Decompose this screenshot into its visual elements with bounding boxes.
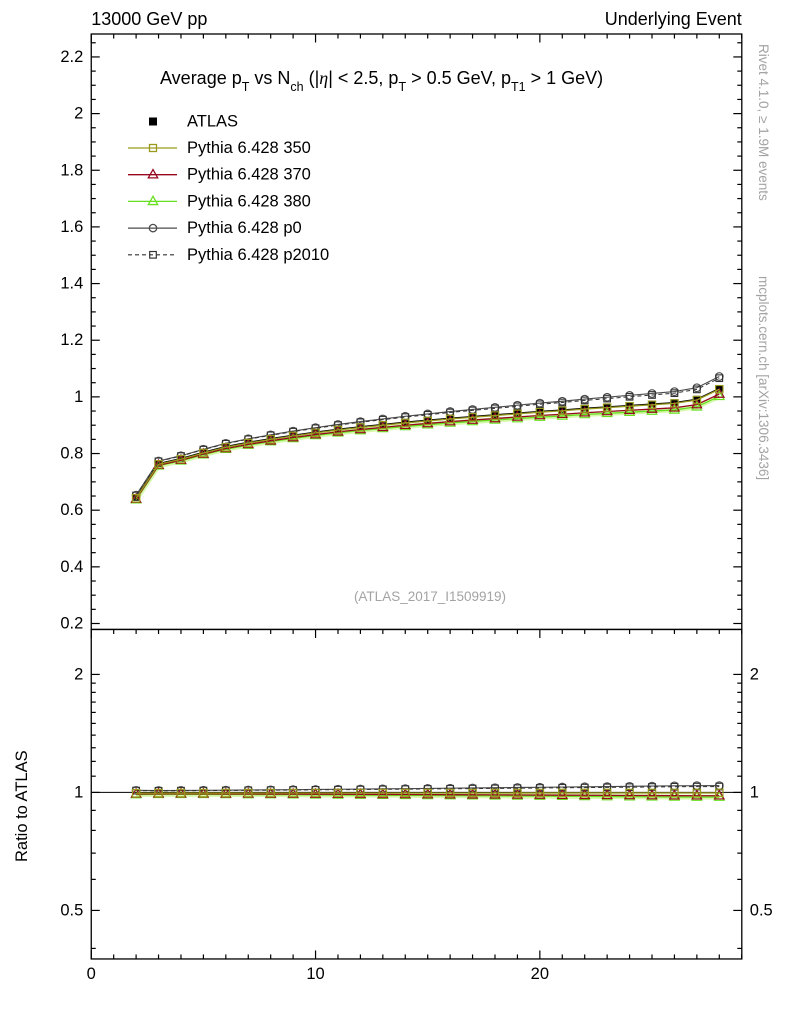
svg-text:Pythia 6.428 p0: Pythia 6.428 p0 (187, 219, 302, 237)
svg-text:1: 1 (74, 388, 83, 406)
svg-text:mcplots.cern.ch [arXiv:1306.34: mcplots.cern.ch [arXiv:1306.3436] (756, 276, 771, 480)
svg-text:0.5: 0.5 (60, 901, 83, 919)
svg-text:0: 0 (87, 965, 96, 983)
svg-text:0.2: 0.2 (60, 615, 83, 633)
svg-text:0.8: 0.8 (60, 445, 83, 463)
svg-text:2: 2 (74, 665, 83, 683)
svg-text:ATLAS: ATLAS (187, 113, 238, 131)
svg-text:2.2: 2.2 (60, 48, 83, 66)
svg-text:1.6: 1.6 (60, 218, 83, 236)
svg-text:1.4: 1.4 (60, 275, 83, 293)
svg-text:Rivet 4.1.0, ≥ 1.9M events: Rivet 4.1.0, ≥ 1.9M events (756, 44, 771, 201)
svg-text:13000 GeV pp: 13000 GeV pp (91, 9, 207, 29)
svg-text:Pythia 6.428 370: Pythia 6.428 370 (187, 166, 311, 184)
svg-text:10: 10 (306, 965, 324, 983)
svg-text:Pythia 6.428 p2010: Pythia 6.428 p2010 (187, 246, 329, 264)
svg-text:Underlying Event: Underlying Event (605, 9, 742, 29)
svg-text:Ratio to ATLAS: Ratio to ATLAS (13, 750, 31, 862)
svg-text:1.2: 1.2 (60, 331, 83, 349)
svg-text:Pythia 6.428 380: Pythia 6.428 380 (187, 192, 311, 210)
svg-text:Pythia 6.428 350: Pythia 6.428 350 (187, 139, 311, 157)
svg-text:(ATLAS_2017_I1509919): (ATLAS_2017_I1509919) (354, 589, 506, 604)
svg-text:1.8: 1.8 (60, 161, 83, 179)
svg-text:1: 1 (74, 783, 83, 801)
svg-text:1: 1 (750, 783, 759, 801)
svg-text:0.4: 0.4 (60, 558, 83, 576)
svg-text:0.6: 0.6 (60, 501, 83, 519)
svg-text:20: 20 (531, 965, 549, 983)
svg-text:0.5: 0.5 (750, 901, 773, 919)
svg-text:2: 2 (750, 665, 759, 683)
svg-text:2: 2 (74, 105, 83, 123)
